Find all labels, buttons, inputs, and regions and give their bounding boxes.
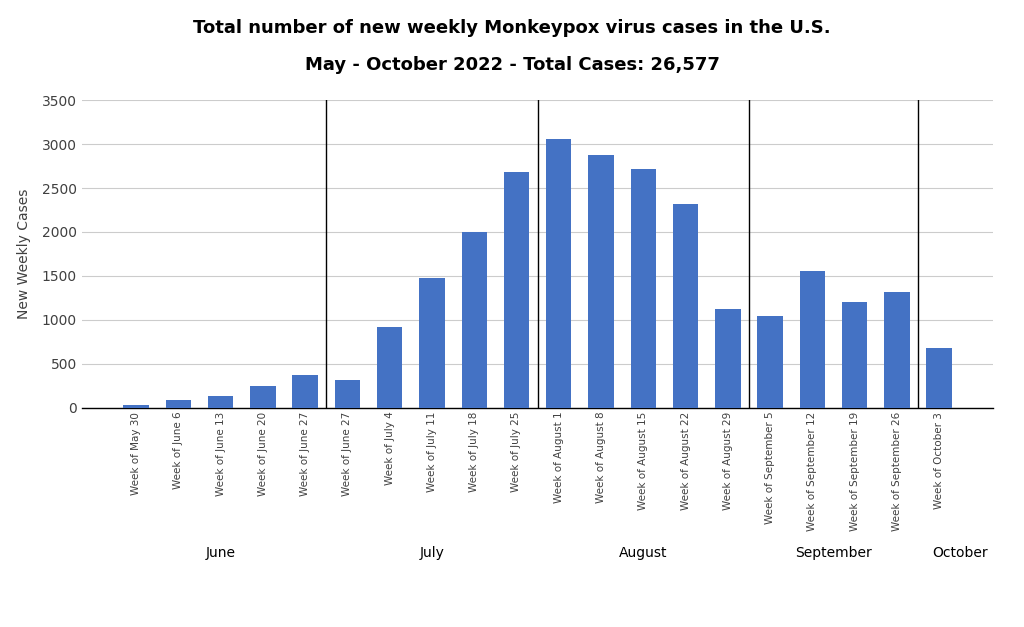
Bar: [589, 155, 613, 408]
Bar: [377, 327, 402, 408]
Text: October: October: [933, 547, 988, 561]
Bar: [462, 232, 486, 408]
Bar: [250, 386, 275, 408]
Bar: [335, 381, 360, 408]
Bar: [800, 271, 825, 408]
Bar: [504, 172, 529, 408]
Bar: [673, 204, 698, 408]
Bar: [293, 375, 317, 408]
Bar: [166, 399, 191, 408]
Bar: [715, 309, 740, 408]
Text: September: September: [795, 547, 871, 561]
Text: May - October 2022 - Total Cases: 26,577: May - October 2022 - Total Cases: 26,577: [304, 56, 720, 75]
Bar: [758, 316, 782, 408]
Bar: [884, 292, 909, 408]
Bar: [927, 348, 952, 408]
Text: July: July: [420, 547, 444, 561]
Bar: [419, 278, 444, 408]
Bar: [546, 139, 571, 408]
Text: August: August: [620, 547, 668, 561]
Y-axis label: New Weekly Cases: New Weekly Cases: [16, 189, 31, 319]
Bar: [631, 169, 656, 408]
Bar: [842, 302, 867, 408]
Text: June: June: [206, 547, 236, 561]
Bar: [123, 405, 148, 408]
Bar: [208, 396, 233, 408]
Text: Total number of new weekly Monkeypox virus cases in the U.S.: Total number of new weekly Monkeypox vir…: [194, 19, 830, 37]
